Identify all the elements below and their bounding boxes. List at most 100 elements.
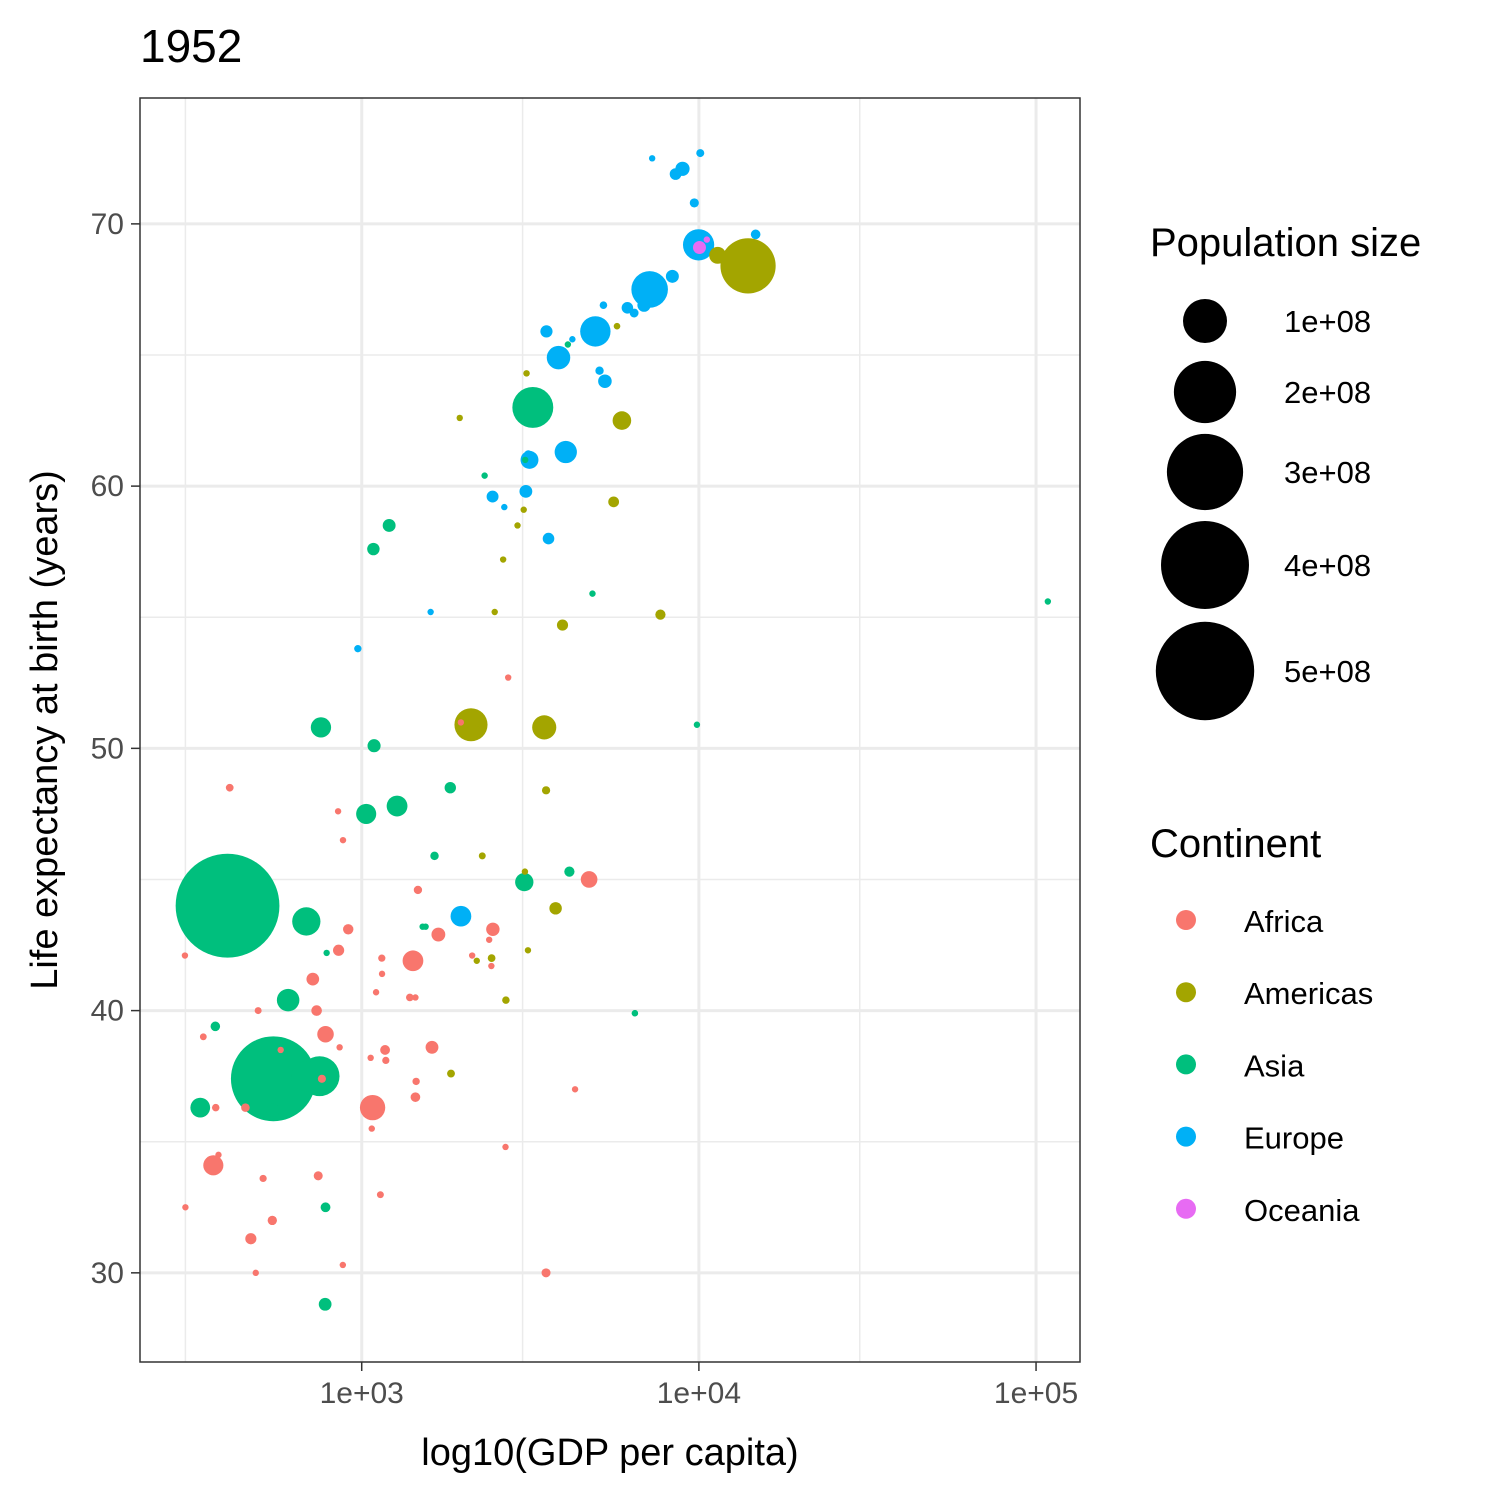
data-point-africa <box>372 989 380 996</box>
data-point-africa <box>332 944 345 956</box>
data-point-africa <box>413 885 423 895</box>
data-point-americas <box>655 609 666 620</box>
size-legend-title: Population size <box>1150 221 1421 265</box>
data-point-asia <box>320 1202 331 1213</box>
data-point-africa <box>259 1174 267 1183</box>
data-point-asia <box>291 1061 322 1092</box>
data-point-asia <box>564 341 572 348</box>
data-point-asia <box>564 866 575 877</box>
data-point-africa <box>203 1155 224 1176</box>
color-legend: Continent Africa Americas Asia Europe Oceani… <box>1150 822 1373 1228</box>
data-point-americas <box>478 852 486 860</box>
data-point-africa <box>367 1054 374 1062</box>
data-point-americas <box>720 238 776 294</box>
data-point-asia <box>1044 598 1052 605</box>
data-point-europe <box>501 503 508 511</box>
data-point-africa <box>486 922 500 937</box>
y-tick-label: 40 <box>91 995 124 1028</box>
data-point-americas <box>532 715 557 740</box>
data-point-europe <box>569 336 576 343</box>
data-point-europe <box>554 440 577 464</box>
data-point-europe <box>696 149 705 158</box>
data-point-africa <box>245 1233 257 1245</box>
data-point-americas <box>487 954 496 963</box>
data-point-africa <box>336 1044 343 1051</box>
y-axis: 30 40 50 60 70 <box>91 208 140 1290</box>
data-point-africa <box>359 1094 386 1121</box>
data-point-asia <box>276 988 300 1012</box>
size-legend-key <box>1166 433 1244 511</box>
data-point-africa <box>252 1269 259 1277</box>
data-point-americas <box>549 902 562 915</box>
data-point-africa <box>425 1040 439 1054</box>
data-point-americas <box>502 996 510 1004</box>
y-tick-label: 50 <box>91 732 124 765</box>
data-point-africa <box>382 1056 390 1065</box>
data-point-africa <box>343 924 354 935</box>
data-point-africa <box>182 1204 189 1211</box>
size-legend-items: 1e+08 2e+08 3e+08 4e+08 5e+08 <box>1155 299 1371 721</box>
x-tick-label: 1e+03 <box>320 1377 404 1410</box>
data-point-africa <box>317 1074 326 1083</box>
data-point-americas <box>612 411 632 430</box>
data-point-asia <box>367 739 381 753</box>
data-point-africa <box>457 719 465 726</box>
data-point-asia <box>323 949 330 957</box>
data-point-oceania <box>692 240 706 254</box>
data-point-asia <box>693 721 701 728</box>
color-legend-key <box>1176 1126 1196 1147</box>
chart-title: 1952 <box>140 20 242 72</box>
y-tick-label: 60 <box>91 470 124 503</box>
data-point-asia <box>422 923 429 930</box>
color-legend-title: Continent <box>1150 822 1321 866</box>
data-point-europe <box>542 532 555 545</box>
data-point-africa <box>317 1025 334 1043</box>
data-point-europe <box>450 905 472 927</box>
data-point-americas <box>491 608 498 616</box>
data-point-oceania <box>703 236 711 243</box>
data-point-africa <box>339 1261 347 1269</box>
data-point-europe <box>599 301 608 309</box>
color-legend-label: Asia <box>1244 1048 1305 1083</box>
data-point-americas <box>556 619 569 631</box>
y-tick-label: 30 <box>91 1257 124 1290</box>
data-point-asia <box>631 1010 639 1017</box>
data-point-asia <box>190 1097 211 1118</box>
data-point-africa <box>412 994 419 1001</box>
data-point-europe <box>750 229 761 240</box>
color-legend-label: Europe <box>1244 1121 1344 1156</box>
data-point-asia <box>266 1103 280 1117</box>
size-legend-key <box>1173 360 1237 424</box>
y-axis-title: Life expectancy at birth (years) <box>24 470 66 990</box>
plot-panel <box>139 97 1081 1363</box>
data-point-africa <box>378 970 386 978</box>
data-point-americas <box>465 724 482 741</box>
data-point-americas <box>613 322 621 330</box>
data-point-asia <box>175 853 280 958</box>
data-point-africa <box>468 952 476 959</box>
size-legend-label: 5e+08 <box>1284 654 1371 689</box>
y-tick-label: 70 <box>91 208 124 241</box>
data-point-africa <box>431 927 446 942</box>
data-point-asia <box>444 781 456 794</box>
x-tick-label: 1e+04 <box>657 1377 741 1410</box>
data-point-americas <box>608 496 620 508</box>
data-point-africa <box>485 936 493 943</box>
data-point-americas <box>523 370 530 377</box>
data-point-asia <box>310 717 332 738</box>
color-legend-items: Africa Americas Asia Europe Oceania <box>1176 904 1373 1228</box>
data-point-americas <box>541 786 551 795</box>
data-point-africa <box>502 1143 509 1151</box>
data-point-asia <box>589 590 596 597</box>
data-point-africa <box>306 972 320 986</box>
data-point-americas <box>709 246 727 264</box>
data-point-asia <box>515 872 534 892</box>
size-legend-key <box>1161 521 1249 609</box>
data-point-africa <box>380 1045 390 1055</box>
size-legend-label: 4e+08 <box>1284 548 1371 583</box>
color-legend-key <box>1176 910 1196 930</box>
data-point-asia <box>430 851 439 861</box>
data-point-africa <box>410 1092 421 1102</box>
data-point-europe <box>621 302 634 314</box>
